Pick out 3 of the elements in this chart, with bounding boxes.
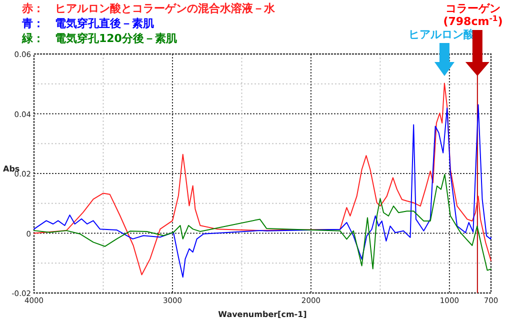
x-axis-title: Wavenumber[cm-1] bbox=[218, 310, 307, 319]
legend: 赤： ヒアルロン酸とコラーゲンの混合水溶液－水 青： 電気穿孔直後－素肌 緑： 電気穿孔120分後－素肌 bbox=[22, 2, 275, 45]
y-axis-title: Abs bbox=[3, 164, 20, 174]
